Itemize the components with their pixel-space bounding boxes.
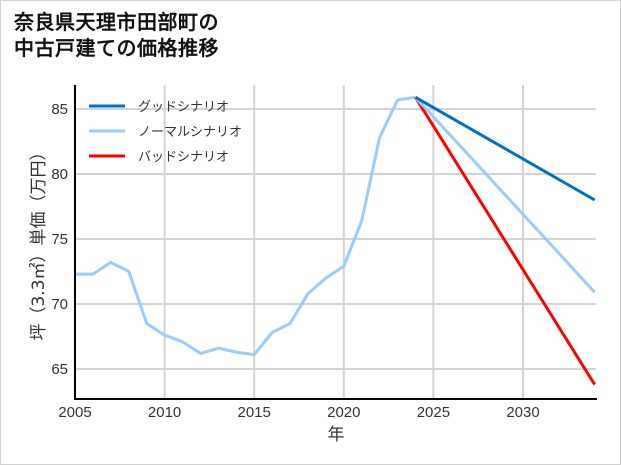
y-axis-label: 坪（3.3㎡）単価（万円） <box>29 143 49 340</box>
x-tick-label: 2005 <box>58 404 91 421</box>
x-tick-label: 2020 <box>327 404 360 421</box>
grid-lines <box>75 85 596 399</box>
y-tick-label: 70 <box>51 296 68 313</box>
y-tick-label: 80 <box>51 166 68 183</box>
scenario-line-0 <box>414 95 596 202</box>
axes <box>74 85 597 400</box>
scenario-line-1 <box>414 96 596 294</box>
chart-title: 奈良県天理市田部町の 中古戸建ての価格推移 <box>14 9 219 61</box>
x-tick-label: 2010 <box>148 404 181 421</box>
legend-label: グッドシナリオ <box>138 100 229 115</box>
x-tick-label: 2015 <box>238 404 271 421</box>
y-tick-label: 85 <box>51 101 68 118</box>
x-tick-labels: 2005 2010 2015 2020 2025 2030 <box>58 404 539 421</box>
legend-label: バッドシナリオ <box>138 150 229 165</box>
chart-title-line1: 奈良県天理市田部町の <box>14 10 219 34</box>
history-line <box>75 95 416 357</box>
x-axis-label: 年 <box>328 425 345 445</box>
legend-label: ノーマルシナリオ <box>138 125 242 140</box>
y-tick-label: 65 <box>51 361 68 378</box>
chart-title-line2: 中古戸建ての価格推移 <box>14 36 219 60</box>
y-tick-labels: 65 70 75 80 85 <box>51 101 68 378</box>
x-tick-label: 2030 <box>506 404 539 421</box>
scenario-line-2 <box>414 96 596 386</box>
data-lines <box>75 95 596 386</box>
y-tick-label: 75 <box>51 231 68 248</box>
x-tick-label: 2025 <box>417 404 450 421</box>
